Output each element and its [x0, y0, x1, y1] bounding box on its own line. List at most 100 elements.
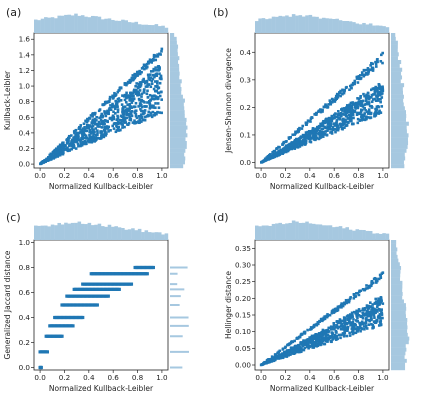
scatter-point	[109, 104, 112, 107]
scatter-point	[142, 91, 146, 94]
scatter-point	[294, 131, 297, 135]
scatter-point	[324, 118, 328, 122]
x-marginal-bar	[285, 223, 289, 240]
scatter-point	[363, 118, 367, 122]
scatter-point	[137, 86, 140, 90]
x-marginal-bar	[268, 225, 272, 240]
y-marginal-bar	[391, 137, 408, 142]
x-marginal-bar	[275, 16, 279, 33]
scatter-point	[321, 110, 324, 113]
scatter-point	[330, 97, 334, 101]
scatter-point	[106, 109, 109, 113]
scatter-point	[342, 333, 346, 336]
scatter-point	[376, 57, 379, 61]
scatter-point	[339, 108, 343, 111]
scatter-point	[321, 328, 325, 332]
x-marginal-bar	[50, 224, 55, 240]
scatter-point	[299, 136, 302, 139]
scatter-point	[363, 322, 366, 325]
scatter-point	[310, 129, 313, 133]
scatter-point	[366, 102, 370, 105]
scatter-point	[148, 60, 151, 63]
scatter-point	[377, 84, 381, 87]
scatter-point	[142, 77, 145, 81]
x-tick-label: 0.2	[59, 171, 70, 180]
scatter-point	[334, 112, 337, 115]
x-marginal-bar	[332, 19, 336, 33]
scatter-point	[380, 96, 384, 99]
y-tick-label: 0.4	[240, 48, 252, 57]
y-tick-label: 0.1	[240, 130, 251, 139]
scatter-point	[112, 117, 116, 121]
scatter-point	[304, 141, 308, 145]
scatter-point	[356, 319, 360, 323]
x-marginal-bar	[315, 16, 319, 33]
x-marginal-bar	[154, 24, 159, 33]
scatter-point	[77, 138, 80, 141]
x-marginal-bar	[137, 228, 142, 240]
scatter-point	[356, 327, 360, 331]
scatter-point	[297, 349, 301, 352]
y-marginal-bar	[391, 87, 403, 92]
scatter-point	[362, 115, 366, 118]
scatter-point	[127, 113, 131, 117]
scatter-point	[357, 308, 361, 311]
scatter-point	[154, 95, 158, 98]
scatter-point	[137, 83, 141, 87]
scatter-point	[329, 328, 333, 331]
scatter-point	[346, 322, 349, 325]
scatter-point	[349, 101, 353, 105]
scatter-point	[296, 345, 300, 349]
y-marginal-bar	[391, 125, 407, 130]
scatter-point	[377, 105, 380, 109]
scatter-point	[262, 159, 266, 163]
scatter-point	[304, 339, 308, 343]
scatter-point	[314, 339, 318, 343]
scatter-point	[298, 128, 301, 131]
scatter-point	[129, 282, 134, 286]
y-marginal-bar	[391, 117, 406, 122]
scatter-point	[88, 117, 92, 120]
x-marginal-bar	[338, 226, 343, 240]
x-marginal-bar	[104, 226, 108, 240]
scatter-point	[329, 325, 333, 329]
scatter-point	[150, 115, 154, 119]
scatter-point	[361, 105, 365, 108]
scatter-point	[365, 98, 368, 101]
scatter-point	[350, 110, 354, 114]
scatter-point	[91, 112, 94, 116]
scatter-point	[112, 116, 116, 119]
scatter-point	[352, 296, 356, 300]
scatter-point	[312, 131, 315, 135]
scatter-point	[365, 311, 369, 315]
y-marginal-bar	[170, 114, 185, 119]
scatter-point	[112, 127, 116, 130]
scatter-point	[125, 116, 128, 120]
scatter-point	[287, 137, 291, 140]
y-marginal-bar	[391, 144, 408, 149]
scatter-point	[334, 96, 337, 100]
scatter-point	[86, 139, 90, 143]
scatter-point	[115, 124, 118, 128]
scatter-point	[347, 299, 351, 302]
scatter-point	[365, 318, 368, 322]
scatter-point	[338, 91, 341, 95]
x-tick-label: 0.8	[353, 373, 365, 382]
scatter-point	[302, 141, 305, 145]
scatter-point	[126, 107, 129, 111]
x-tick-label: 0.2	[280, 171, 291, 180]
scatter-point	[318, 131, 322, 135]
scatter-point	[306, 130, 309, 134]
y-marginal-bar	[391, 164, 405, 169]
scatter-point	[364, 320, 368, 324]
y-marginal-bar	[391, 251, 397, 256]
x-marginal-bar	[372, 233, 376, 240]
scatter-point	[346, 107, 350, 110]
scatter-point	[150, 94, 154, 98]
scatter-point	[160, 50, 163, 53]
scatter-point	[339, 94, 342, 98]
scatter-point	[337, 113, 341, 116]
scatter-point	[351, 81, 355, 85]
scatter-point	[159, 53, 162, 56]
